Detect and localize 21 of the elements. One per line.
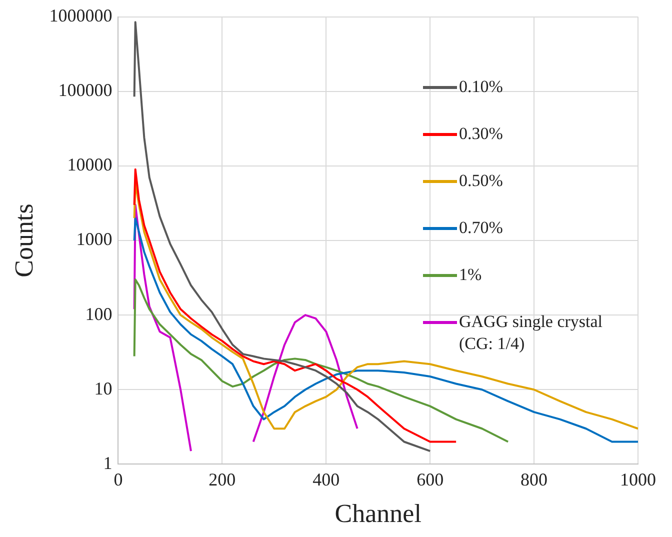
x-tick-label: 1000 [620,470,656,490]
y-tick-label: 1000000 [49,6,112,26]
x-tick-label: 0 [114,470,123,490]
y-tick-label: 100 [85,304,112,324]
x-tick-label: 400 [312,470,340,490]
y-tick-label: 1000 [76,229,112,250]
legend-label: 0.50% [459,170,503,192]
legend-label: 0.10% [459,76,503,98]
x-tick-label: 800 [520,470,548,490]
legend-label: 0.30% [459,123,503,145]
x-tick-label: 200 [208,470,236,490]
y-tick-label: 10000 [67,154,112,175]
y-tick-label: 10 [94,378,112,398]
x-axis-title: Channel [334,499,422,528]
legend-label: 0.70% [459,217,503,239]
y-tick-label: 100000 [58,80,112,100]
legend-label: GAGG single crystal (CG: 1/4) [459,311,604,355]
legend-label: 1% [459,264,482,286]
y-axis-title: Counts [9,204,38,278]
x-tick-label: 600 [416,470,444,490]
y-tick-label: 1 [103,452,112,473]
